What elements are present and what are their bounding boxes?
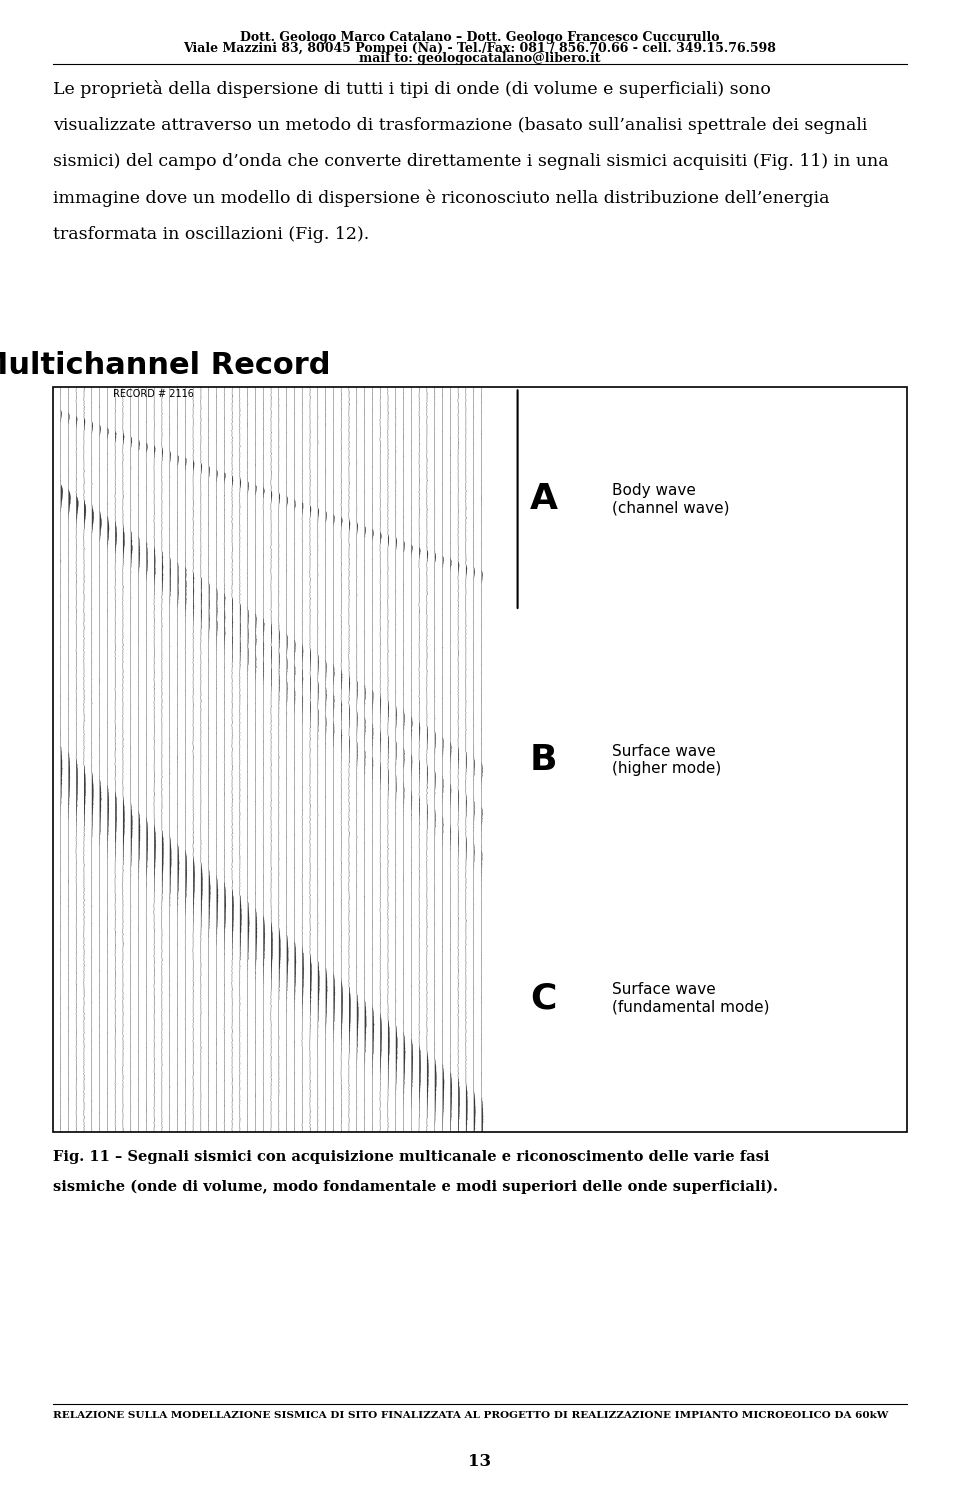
Text: immagine dove un modello di dispersione è riconosciuto nella distribuzione dell’: immagine dove un modello di dispersione … — [53, 191, 829, 207]
Text: Le proprietà della dispersione di tutti i tipi di onde (di volume e superficiali: Le proprietà della dispersione di tutti … — [53, 80, 771, 98]
Text: visualizzate attraverso un metodo di trasformazione (basato sull’analisi spettra: visualizzate attraverso un metodo di tra… — [53, 118, 867, 134]
Text: mail to: geologocatalano@libero.it: mail to: geologocatalano@libero.it — [359, 52, 601, 66]
Text: 13: 13 — [468, 1453, 492, 1469]
Text: Surface wave
(fundamental mode): Surface wave (fundamental mode) — [612, 982, 769, 1015]
Text: A: A — [530, 483, 558, 516]
Text: Surface wave
(higher mode): Surface wave (higher mode) — [612, 744, 721, 776]
Text: trasformata in oscillazioni (Fig. 12).: trasformata in oscillazioni (Fig. 12). — [53, 226, 369, 243]
Text: Viale Mazzini 83, 80045 Pompei (Na) - Tel./Fax: 081 / 856.70.66 - cell. 349.15.7: Viale Mazzini 83, 80045 Pompei (Na) - Te… — [183, 42, 777, 55]
Text: RECORD # 2116: RECORD # 2116 — [113, 389, 194, 399]
Text: Body wave
(channel wave): Body wave (channel wave) — [612, 483, 730, 516]
Text: C: C — [530, 982, 556, 1015]
Text: Multichannel Record: Multichannel Record — [0, 352, 330, 380]
Text: sismiche (onde di volume, modo fondamentale e modi superiori delle onde superfic: sismiche (onde di volume, modo fondament… — [53, 1180, 778, 1195]
Text: RELAZIONE SULLA MODELLAZIONE SISMICA DI SITO FINALIZZATA AL PROGETTO DI REALIZZA: RELAZIONE SULLA MODELLAZIONE SISMICA DI … — [53, 1411, 888, 1420]
Text: sismici) del campo d’onda che converte direttamente i segnali sismici acquisiti : sismici) del campo d’onda che converte d… — [53, 153, 888, 170]
Text: Fig. 11 – Segnali sismici con acquisizione multicanale e riconoscimento delle va: Fig. 11 – Segnali sismici con acquisizio… — [53, 1150, 769, 1164]
Text: B: B — [530, 744, 558, 776]
Text: Dott. Geologo Marco Catalano – Dott. Geologo Francesco Cuccurullo: Dott. Geologo Marco Catalano – Dott. Geo… — [240, 31, 720, 45]
